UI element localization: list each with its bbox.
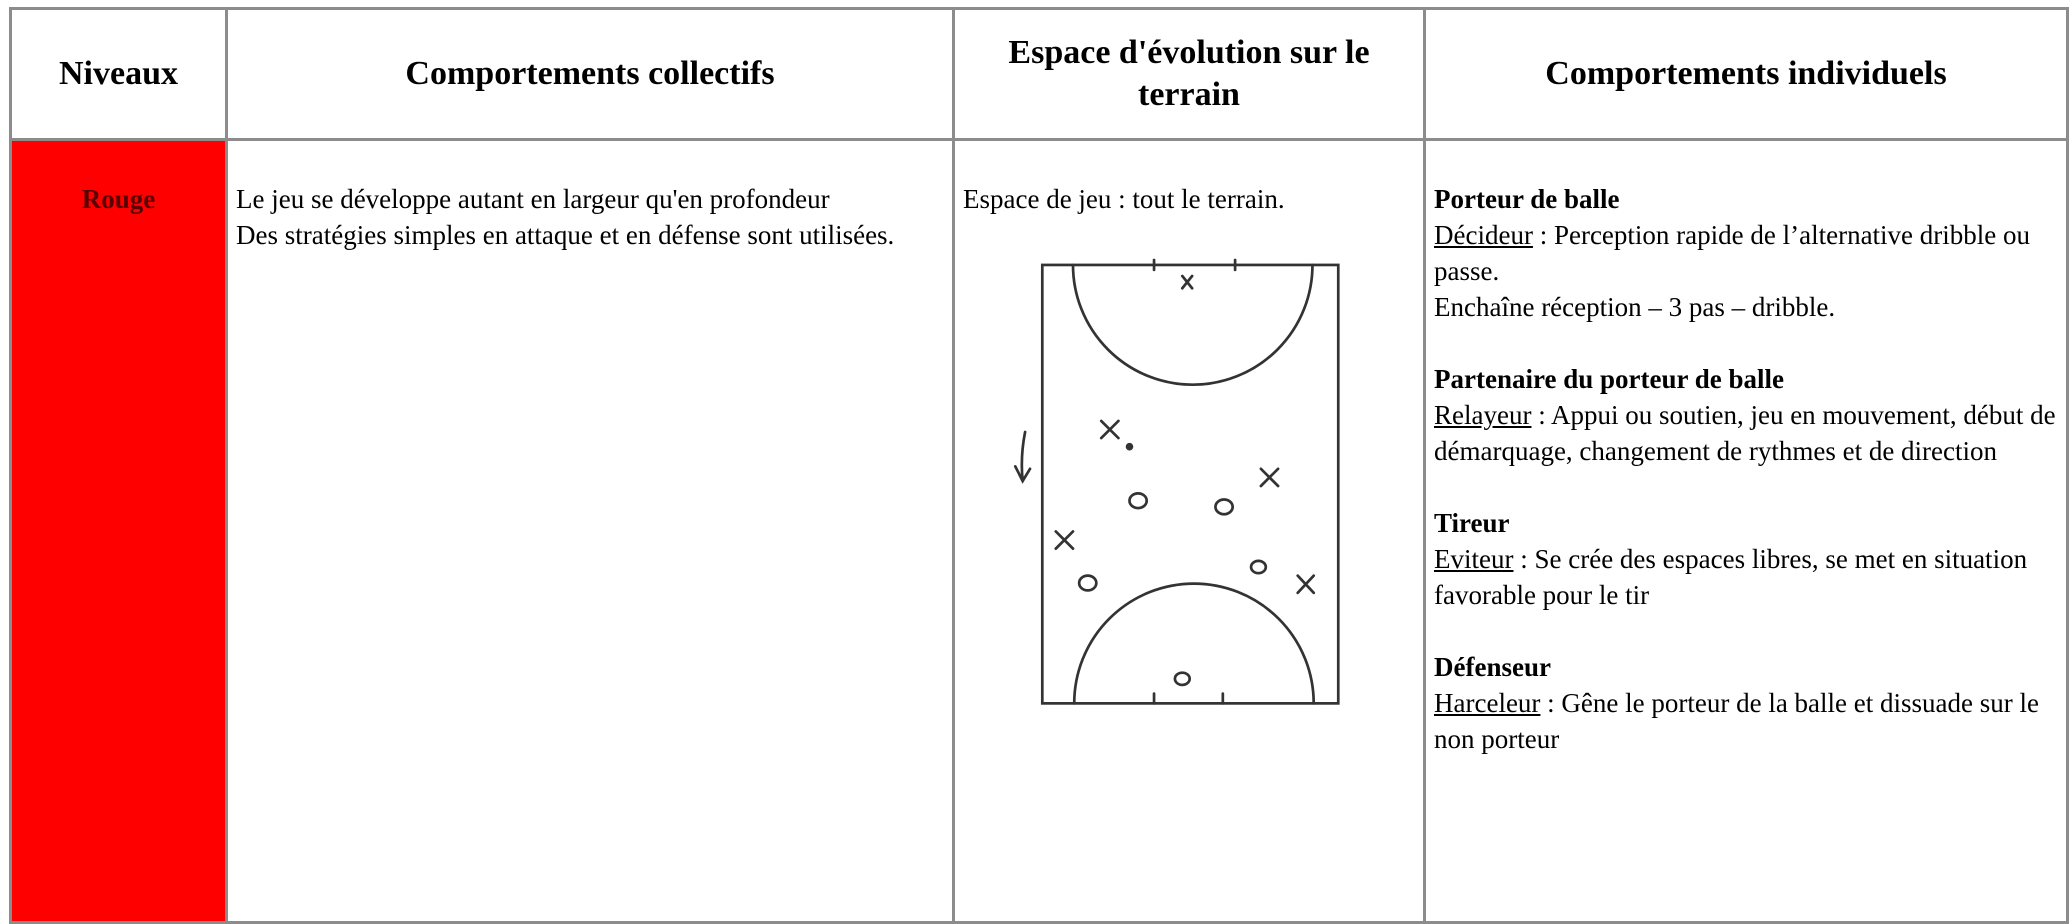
section-title: Porteur de balle	[1434, 184, 1620, 214]
section-title: Partenaire du porteur de balle	[1434, 364, 1784, 394]
role-text: : Appui ou soutien, jeu en mouvement, dé…	[1434, 400, 2056, 466]
text: Le jeu se développe autant en largeur qu…	[236, 184, 830, 214]
section-title: Défenseur	[1434, 652, 1551, 682]
header-cell: Comportements individuels	[1423, 7, 2069, 141]
role-name: Harceleur	[1434, 688, 1541, 718]
role-name: Eviteur	[1434, 544, 1514, 574]
role-text: : Se crée des espaces libres, se met en …	[1434, 544, 2028, 610]
body-row: Rouge Le jeu se développe autant en larg…	[9, 138, 2069, 924]
levels-table: Niveaux Comportements collectifs Espace …	[9, 7, 2069, 924]
header-row: Niveaux Comportements collectifs Espace …	[9, 7, 2069, 141]
level-cell: Rouge	[9, 138, 228, 924]
player-section: Porteur de balle Décideur : Perception ra…	[1434, 181, 2058, 325]
page: Niveaux Comportements collectifs Espace …	[9, 7, 2069, 924]
text: Des stratégies simples en attaque et en …	[236, 220, 895, 250]
individual-cell: Porteur de balle Décideur : Perception ra…	[1423, 138, 2069, 924]
section-text: Eviteur : Se crée des espaces libres, se…	[1434, 541, 2058, 613]
text: Espace de jeu : tout le terrain.	[963, 184, 1285, 214]
collective-cell: Le jeu se développe autant en largeur qu…	[225, 138, 955, 924]
role-name: Décideur	[1434, 220, 1533, 250]
player-section: Défenseur Harceleur : Gêne le porteur de …	[1434, 649, 2058, 757]
header-cell: Niveaux	[9, 7, 228, 141]
section-text: Décideur : Perception rapide de l’altern…	[1434, 217, 2058, 325]
header-cell: Espace d'évolution sur le terrain	[952, 7, 1426, 141]
court-sketch	[1013, 258, 1340, 705]
player-section: Tireur Eviteur : Se crée des espaces libr…	[1434, 505, 2058, 613]
role-text: : Perception rapide de l’alternative dri…	[1434, 220, 2031, 286]
role-name: Relayeur	[1434, 400, 1532, 430]
player-section: Partenaire du porteur de balle Relayeur :…	[1434, 361, 2058, 469]
space-cell: Espace de jeu : tout le terrain.	[952, 138, 1426, 924]
role-text: : Gêne le porteur de la balle et dissuad…	[1434, 688, 2039, 754]
section-text: Relayeur : Appui ou soutien, jeu en mouv…	[1434, 397, 2058, 469]
section-title: Tireur	[1434, 508, 1510, 538]
section-text: Harceleur : Gêne le porteur de la balle …	[1434, 685, 2058, 757]
header-cell: Comportements collectifs	[225, 7, 955, 141]
role-text: Enchaîne réception – 3 pas – dribble.	[1434, 292, 1836, 322]
